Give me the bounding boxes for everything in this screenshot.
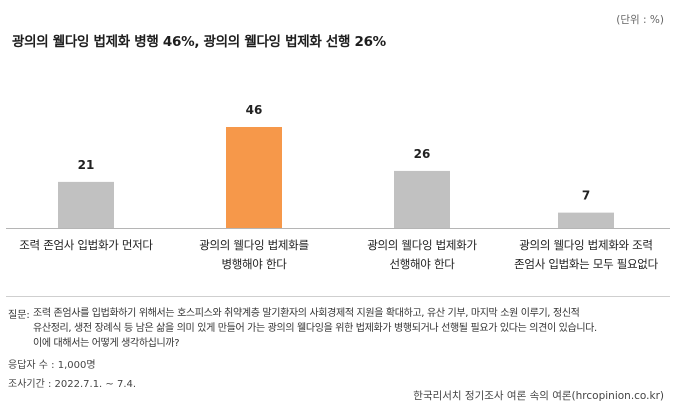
question-line-1: 조력 존엄사를 입법화하기 위해서는 호스피스와 취약계층 말기환자의 사회경제…: [33, 308, 580, 319]
respondents-count: 응답자 수 : 1,000명: [8, 360, 96, 371]
data-label-3: 26: [414, 147, 431, 161]
category-label-1: 조력 존엄사 입법화가 먼저다: [2, 236, 170, 255]
question-line-2: 유산정리, 생전 장례식 등 남은 삶을 의미 있게 만들어 가는 광의의 웰다…: [33, 323, 597, 334]
bar-chart: 21 46 26 7: [6, 103, 670, 229]
bar-3: [394, 170, 450, 228]
category-label-3-line-2: 선행해야 한다: [389, 257, 455, 271]
question-line-3: 이에 대해서는 어떻게 생각하십니까?: [33, 338, 180, 349]
question-text: 조력 존엄사를 입법화하기 위해서는 호스피스와 취약계층 말기환자의 사회경제…: [33, 306, 669, 351]
category-label-4-line-2: 존엄사 입법화는 모두 필요없다: [514, 257, 658, 271]
source-credit: 한국리서치 정기조사 여론 속의 여론(hrcopinion.co.kr): [413, 390, 664, 402]
bar-4: [558, 212, 614, 228]
category-label-4-line-1: 광의의 웰다잉 법제화와 조력: [519, 238, 653, 252]
divider-top: [6, 296, 670, 297]
category-label-2-line-1: 광의의 웰다잉 법제화를: [199, 238, 309, 252]
bar-1: [58, 181, 114, 228]
question-tag: 질문:: [8, 310, 30, 321]
category-label-1-line-1: 조력 존엄사 입법화가 먼저다: [19, 238, 153, 252]
data-label-2: 46: [246, 103, 263, 117]
survey-period: 조사기간 : 2022.7.1. ~ 7.4.: [8, 379, 137, 390]
category-label-3-line-1: 광의의 웰다잉 법제화가: [367, 238, 477, 252]
chart-title: 광의의 웰다잉 법제화 병행 46%, 광의의 웰다잉 법제화 선행 26%: [12, 34, 386, 50]
category-label-2-line-2: 병행해야 한다: [221, 257, 287, 271]
bar-2: [226, 127, 282, 228]
data-label-4: 7: [582, 189, 590, 203]
unit-note: (단위 : %): [616, 14, 664, 26]
data-label-1: 21: [78, 158, 95, 172]
